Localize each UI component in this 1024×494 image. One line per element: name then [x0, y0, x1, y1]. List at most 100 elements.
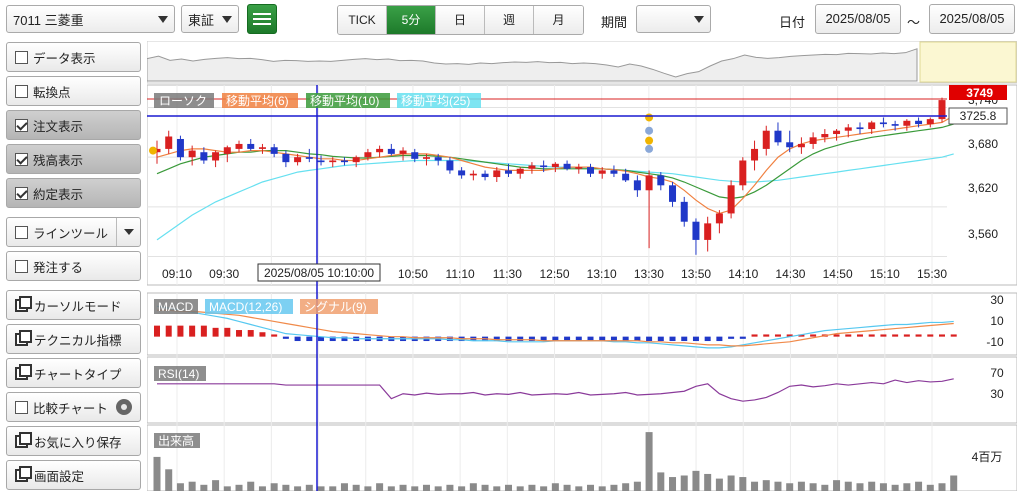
- sidebar-item-label: お気に入り保存: [34, 435, 122, 450]
- range-label: 期間: [601, 15, 628, 30]
- tab-tick[interactable]: TICK: [338, 6, 387, 34]
- sidebar-item-label: ラインツール: [33, 226, 109, 241]
- candle-body: [387, 148, 395, 154]
- data-display-toggle[interactable]: データ表示: [6, 42, 141, 72]
- volume-bar: [317, 486, 325, 491]
- volume-bar: [657, 472, 665, 491]
- macd-histogram-bar: [318, 336, 325, 342]
- range-select[interactable]: [636, 5, 711, 33]
- volume-bar: [540, 486, 548, 491]
- cursor-mode-button[interactable]: カーソルモード: [6, 290, 141, 320]
- save-favorite-button[interactable]: お気に入り保存: [6, 426, 141, 456]
- candle-body: [422, 157, 430, 159]
- volume-bar: [610, 484, 618, 491]
- candle-body: [294, 157, 302, 163]
- candle-body: [587, 167, 595, 174]
- candle-body: [868, 122, 876, 130]
- volume-bar: [493, 486, 501, 491]
- volume-bar: [153, 456, 161, 491]
- candle-body: [844, 127, 852, 131]
- window-icon: [15, 363, 32, 380]
- macd-histogram-bar: [880, 334, 887, 337]
- legend-macd-params: MACD(12,26): [209, 300, 282, 314]
- macd-histogram-bar: [763, 334, 770, 337]
- price-panel: [147, 84, 1017, 286]
- chart-type-button[interactable]: チャートタイプ: [6, 358, 141, 388]
- technical-indicator-button[interactable]: テクニカル指標: [6, 324, 141, 354]
- candle-body: [715, 213, 723, 224]
- macd-histogram-bar: [845, 334, 852, 337]
- sidebar-item-label: チャートタイプ: [34, 367, 122, 382]
- volume-bar: [950, 475, 958, 491]
- volume-bar: [200, 484, 208, 491]
- market-select[interactable]: 東証: [181, 5, 239, 33]
- macd-histogram-bar: [833, 334, 840, 337]
- line-tool-toggle[interactable]: ラインツール: [6, 217, 141, 247]
- macd-histogram-bar: [739, 336, 746, 339]
- candle-body: [493, 170, 501, 178]
- time-tick: 14:30: [775, 267, 805, 281]
- macd-histogram-bar: [236, 330, 243, 337]
- candle-body: [551, 163, 559, 168]
- macd-histogram-bar: [528, 336, 535, 342]
- rsi-panel: [147, 356, 1017, 424]
- overview-range-handle[interactable]: [919, 41, 1017, 83]
- candle-body: [434, 157, 442, 161]
- macd-histogram-bar: [728, 336, 735, 339]
- candle-body: [469, 173, 477, 176]
- macd-histogram-bar: [856, 334, 863, 337]
- list-menu-button[interactable]: [247, 4, 277, 34]
- compare-chart-toggle[interactable]: 比較チャート: [6, 392, 141, 422]
- screen-settings-button[interactable]: 画面設定: [6, 460, 141, 490]
- volume-bar: [294, 486, 302, 491]
- line-tool-dropdown-button[interactable]: [116, 218, 140, 246]
- candle-body: [610, 170, 618, 174]
- execution-display-toggle[interactable]: 約定表示: [6, 178, 141, 208]
- symbol-select[interactable]: 7011 三菱重: [6, 5, 175, 33]
- candle-body: [833, 130, 841, 135]
- turning-point-toggle[interactable]: 転換点: [6, 76, 141, 106]
- macd-histogram-bar: [646, 336, 653, 342]
- stock-chart[interactable]: 3,740 3,680 3,620 3,560 30 10 -10 70 30 …: [147, 41, 1017, 491]
- price-tick: 3,620: [968, 181, 998, 195]
- balance-display-toggle[interactable]: 残高表示: [6, 144, 141, 174]
- candle-body: [903, 120, 911, 126]
- execution-marker: [645, 113, 654, 122]
- macd-histogram-bar: [681, 336, 688, 342]
- macd-histogram-bar: [798, 334, 805, 337]
- place-order-toggle[interactable]: 発注する: [6, 251, 141, 281]
- tab-day[interactable]: 日: [436, 6, 485, 34]
- candle-body: [200, 152, 208, 161]
- volume-bar: [305, 484, 313, 491]
- execution-marker: [149, 146, 157, 155]
- candle-body: [317, 160, 325, 163]
- volume-bar: [868, 481, 876, 491]
- candle-body: [165, 136, 173, 149]
- date-to-field[interactable]: 2025/08/05: [929, 4, 1015, 34]
- macd-histogram-bar: [564, 336, 571, 342]
- volume-bar: [551, 483, 559, 491]
- candle-body: [446, 160, 454, 171]
- symbol-label: 7011 三菱重: [13, 12, 84, 28]
- legend-macd: MACD: [158, 300, 194, 314]
- rsi-line: [157, 378, 954, 402]
- order-display-toggle[interactable]: 注文表示: [6, 110, 141, 140]
- candle-body: [938, 100, 946, 120]
- legend-ma10: 移動平均(10): [310, 94, 379, 108]
- rsi-tick: 30: [990, 387, 1004, 401]
- macd-histogram-bar: [669, 336, 676, 342]
- tab-month[interactable]: 月: [534, 6, 583, 34]
- candle-body: [223, 147, 231, 154]
- candle-body: [528, 165, 536, 169]
- gear-icon[interactable]: [116, 399, 132, 415]
- macd-histogram-bar: [587, 336, 594, 342]
- tab-5min[interactable]: 5分: [387, 6, 436, 34]
- candle-body: [692, 221, 700, 240]
- date-from-field[interactable]: 2025/08/05: [815, 4, 901, 34]
- candle-body: [352, 157, 360, 163]
- time-tick: 15:30: [917, 267, 947, 281]
- volume-bar: [329, 486, 337, 491]
- candle-body: [481, 173, 489, 178]
- candle-body: [563, 163, 571, 169]
- tab-week[interactable]: 週: [485, 6, 534, 34]
